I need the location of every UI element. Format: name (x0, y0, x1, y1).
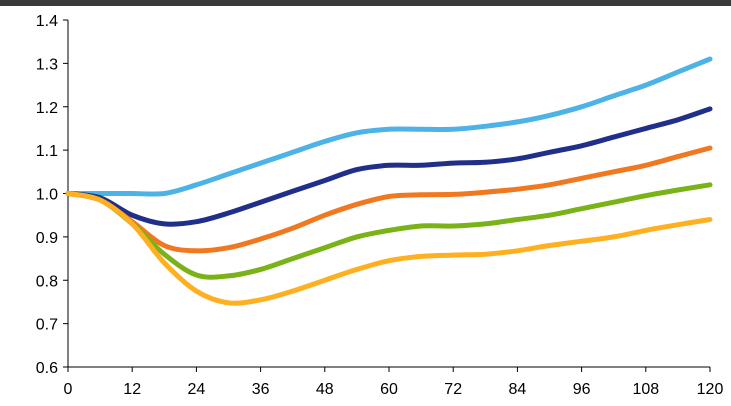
x-tick-label: 12 (123, 381, 141, 398)
y-tick-label: 0.9 (36, 230, 58, 247)
x-tick-label: 0 (64, 381, 73, 398)
x-tick-label: 84 (509, 381, 527, 398)
x-tick-label: 72 (444, 381, 462, 398)
y-tick-label: 0.7 (36, 317, 58, 334)
x-tick-label: 48 (316, 381, 334, 398)
y-tick-label: 0.6 (36, 360, 58, 377)
series-line-2 (65, 106, 713, 227)
y-tick-label: 1.0 (36, 187, 58, 204)
x-tick-label: 24 (188, 381, 206, 398)
series-line-3 (65, 145, 713, 254)
y-tick-label: 1.3 (36, 56, 58, 73)
top-border-bar (0, 0, 731, 6)
y-tick-label: 1.1 (36, 143, 58, 160)
x-tick-label: 36 (252, 381, 270, 398)
y-tick-label: 1.4 (36, 13, 58, 30)
x-tick-label: 120 (697, 381, 724, 398)
x-tick-label: 108 (632, 381, 659, 398)
x-tick-label: 60 (380, 381, 398, 398)
chart-series-layer (65, 56, 713, 306)
y-tick-label: 0.8 (36, 273, 58, 290)
x-tick-label: 96 (573, 381, 591, 398)
y-tick-label: 1.2 (36, 100, 58, 117)
series-line-4 (65, 182, 713, 280)
series-line-1 (65, 56, 713, 197)
chart-tick-labels: 0.6 0.7 0.8 0.9 1.0 1.1 1.2 1.3 1.4 0 12 24 36 48 60 72… (36, 13, 724, 398)
series-line-5 (65, 191, 713, 306)
